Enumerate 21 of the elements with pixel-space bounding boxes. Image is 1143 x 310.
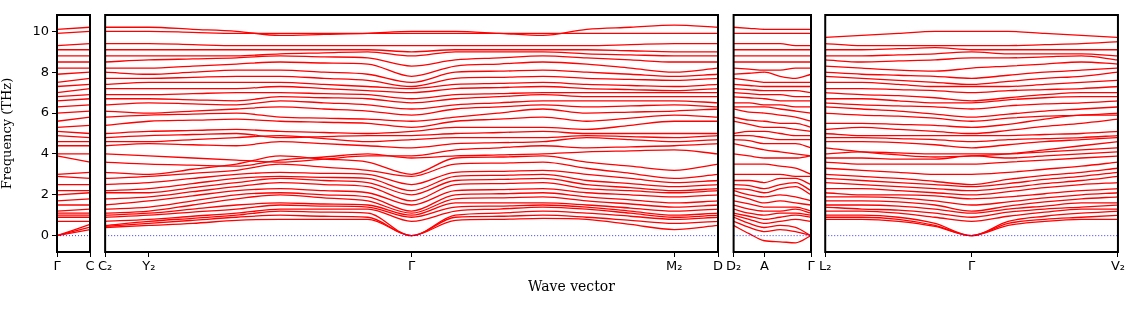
x-tick-label: D₂ bbox=[725, 258, 742, 274]
x-tick-label: L₂ bbox=[818, 258, 832, 274]
x-tick-label: A bbox=[760, 258, 770, 274]
x-tick-label: C bbox=[85, 258, 95, 274]
x-tick-label: D bbox=[712, 258, 724, 274]
x-tick-label: Γ bbox=[967, 258, 976, 274]
x-tick-label: M₂ bbox=[666, 258, 683, 274]
x-tick-label: V₂ bbox=[1110, 258, 1125, 274]
x-tick-label: Γ bbox=[53, 258, 62, 274]
y-tick-label: 4 bbox=[40, 145, 49, 161]
y-tick-label: 0 bbox=[40, 227, 49, 243]
x-tick-label: Y₂ bbox=[141, 258, 156, 274]
x-tick-label: Γ bbox=[807, 258, 816, 274]
y-tick-label: 10 bbox=[32, 22, 49, 38]
y-tick-label: 8 bbox=[40, 63, 49, 79]
y-tick-label: 2 bbox=[40, 186, 49, 202]
x-axis-title: Wave vector bbox=[527, 278, 616, 294]
y-tick-label: 6 bbox=[40, 104, 49, 120]
x-tick-label: C₂ bbox=[98, 258, 113, 274]
y-axis-title: Frequency (THz) bbox=[0, 77, 15, 190]
x-tick-label: Γ bbox=[407, 258, 416, 274]
